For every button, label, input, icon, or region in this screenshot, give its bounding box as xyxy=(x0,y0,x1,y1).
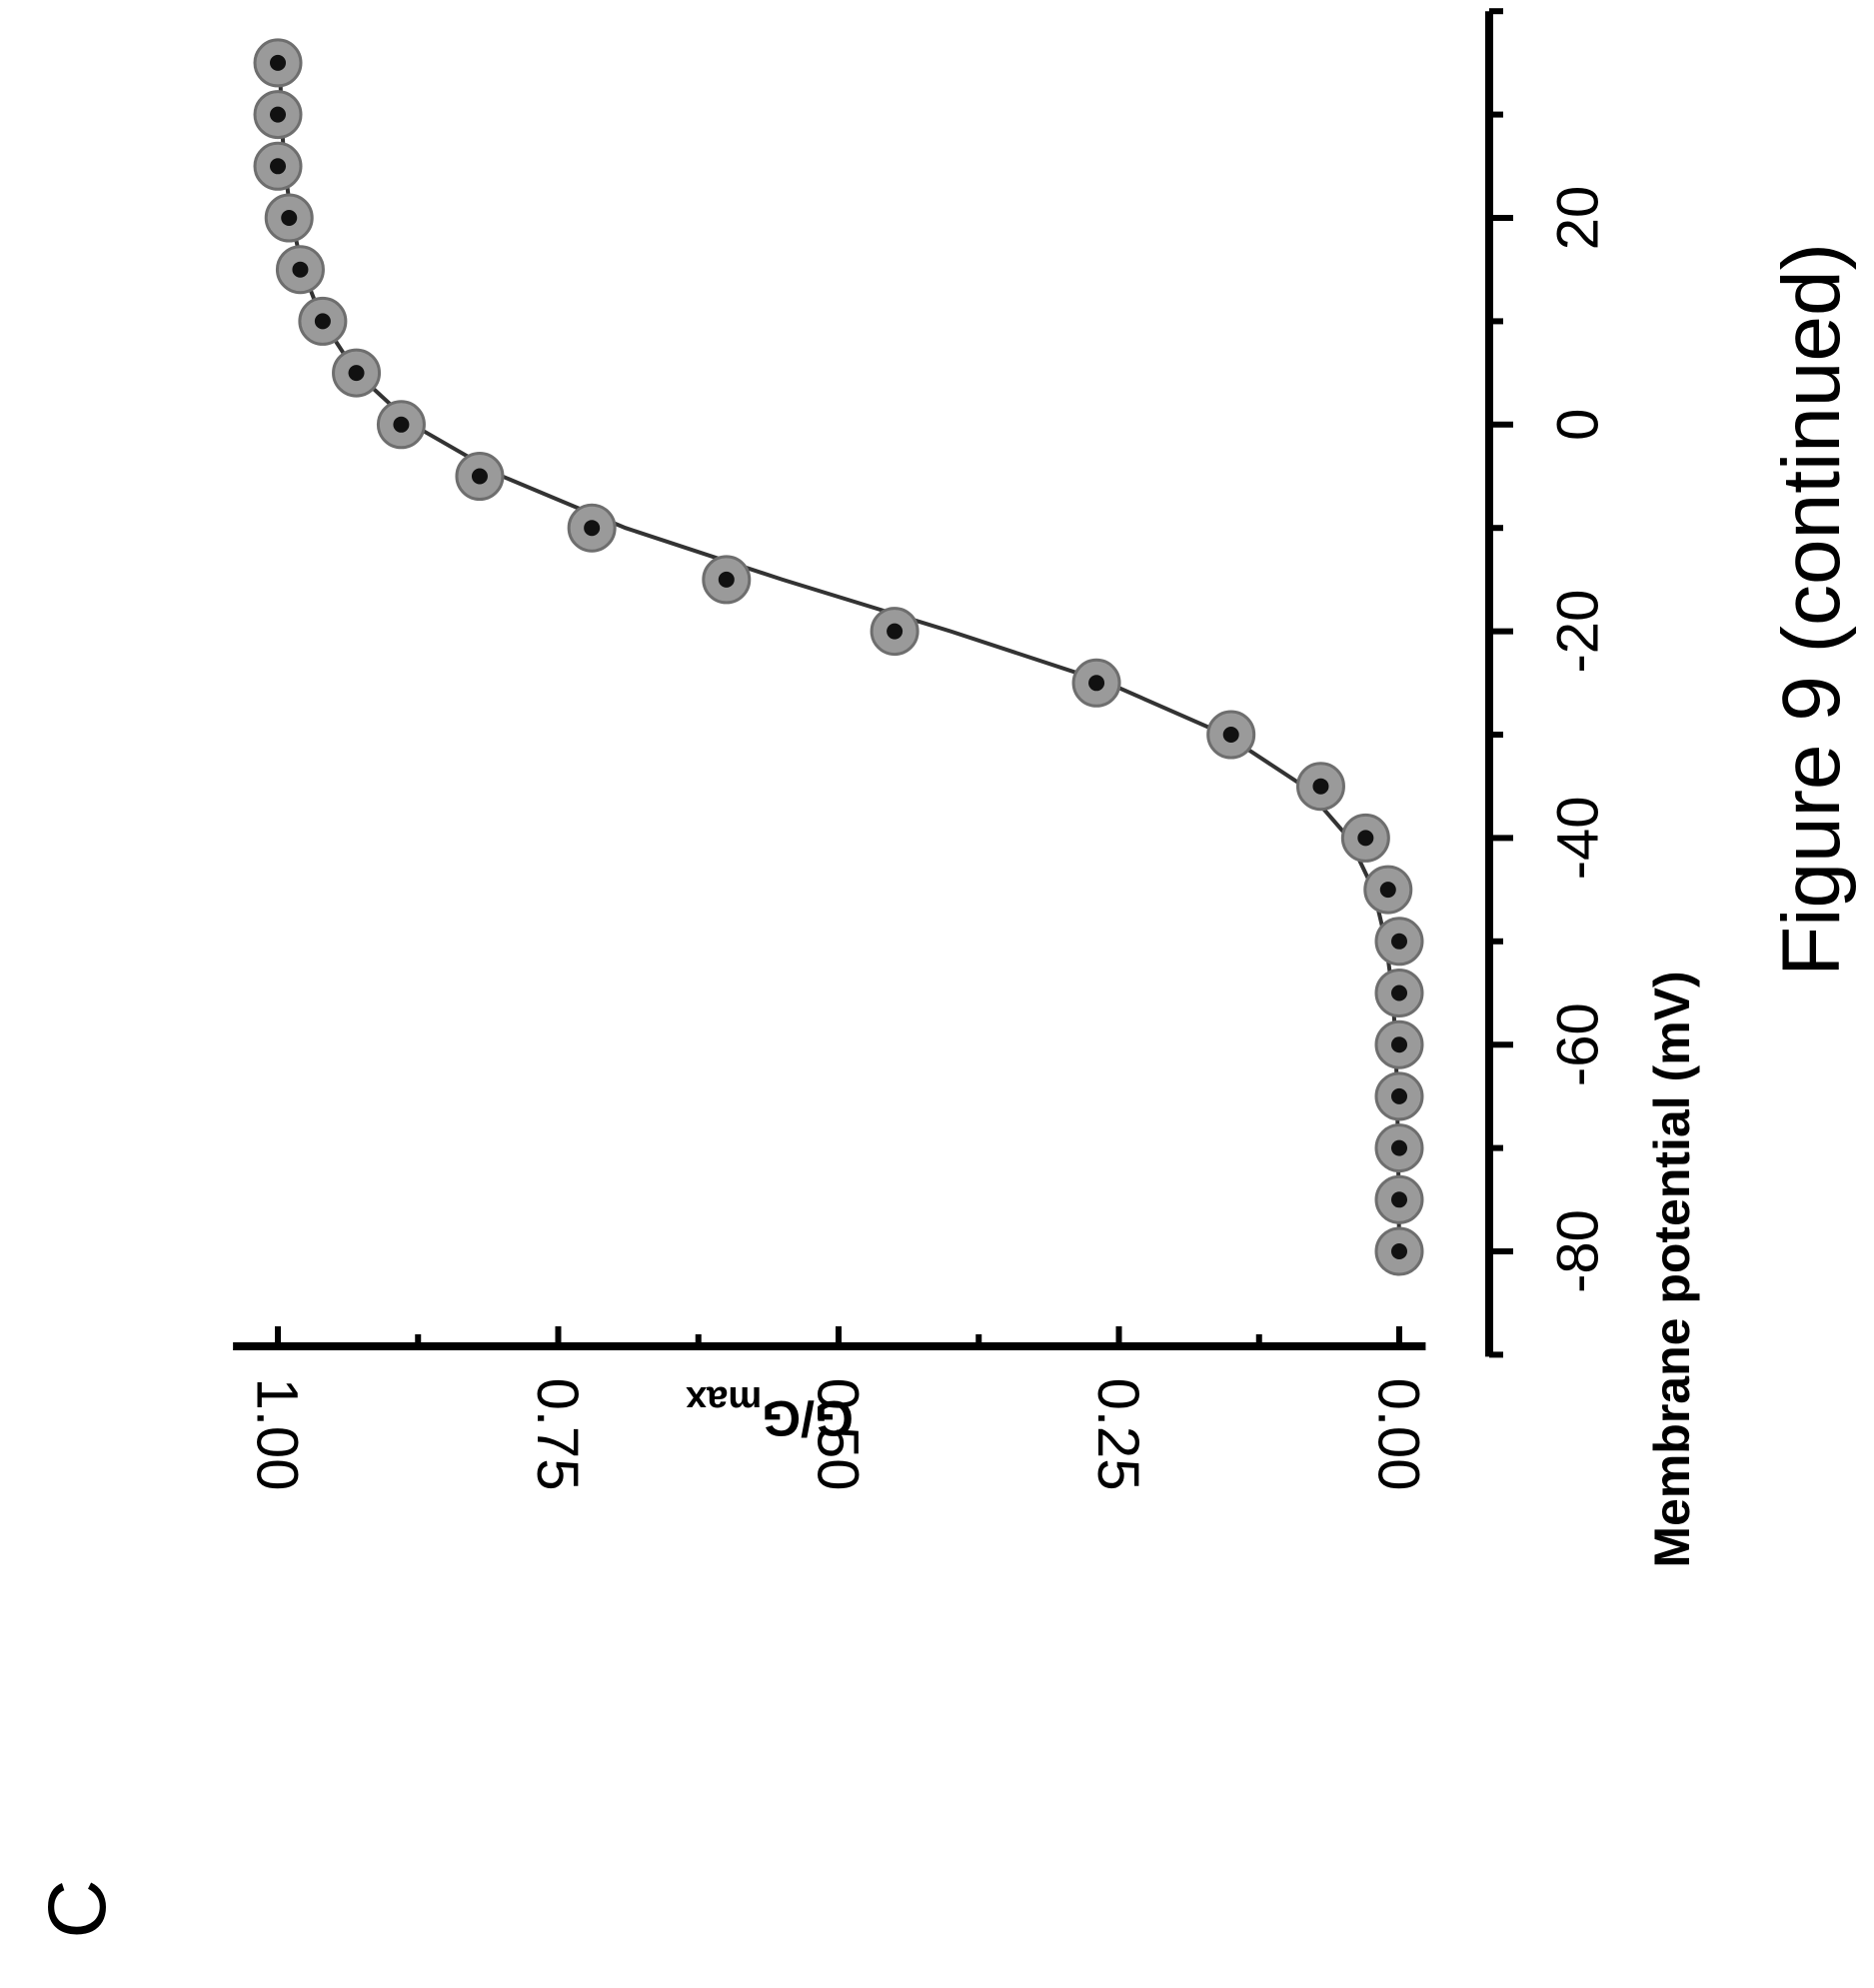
data-point xyxy=(1374,1123,1424,1173)
data-point xyxy=(253,90,303,140)
data-point xyxy=(253,38,303,88)
y-axis-title: G/Gmax xyxy=(686,1378,854,1446)
data-point xyxy=(702,555,752,605)
y-tick-label: 1.00 xyxy=(245,1378,310,1491)
data-point xyxy=(567,503,617,553)
data-point xyxy=(870,607,920,657)
y-tick-label: 0.50 xyxy=(806,1378,871,1491)
y-tick-label: 0.75 xyxy=(525,1378,590,1491)
data-point xyxy=(1206,710,1256,760)
chart: -80 -60 -40 -20 0 20 0.00 0.25 0.50 0.75 1.00 xyxy=(233,8,1610,1490)
data-point xyxy=(455,452,505,501)
data-point xyxy=(1374,1019,1424,1069)
y-axis-title-subscript: max xyxy=(686,1378,762,1420)
x-tick-label: 0 xyxy=(1545,409,1610,441)
data-point xyxy=(1071,658,1121,708)
data-point xyxy=(264,193,314,243)
data-point xyxy=(298,296,348,346)
figure-caption: Figure 9 (continued) xyxy=(1766,243,1857,977)
data-points xyxy=(253,38,1424,1276)
data-point xyxy=(376,400,426,450)
data-point xyxy=(1363,865,1413,915)
x-tick-label: -60 xyxy=(1545,1002,1610,1086)
x-tick-label: -40 xyxy=(1545,796,1610,880)
data-point xyxy=(1374,1226,1424,1276)
fit-line xyxy=(278,62,1401,1252)
panel-label: C xyxy=(32,1879,123,1938)
x-tick-label: 20 xyxy=(1545,186,1610,251)
data-point xyxy=(1295,762,1345,812)
x-axis-ticks: -80 -60 -40 -20 0 20 xyxy=(1489,8,1610,1358)
y-tick-label: 0.25 xyxy=(1085,1378,1150,1491)
x-axis-title: Membrane potential (mV) xyxy=(1644,971,1700,1567)
data-point xyxy=(275,245,325,295)
data-point xyxy=(1374,1071,1424,1121)
y-axis-title-main: G/G xyxy=(762,1390,854,1446)
data-point xyxy=(1374,1174,1424,1224)
data-point xyxy=(1374,917,1424,967)
x-tick-label: -80 xyxy=(1545,1209,1610,1293)
data-point xyxy=(332,348,382,398)
data-point xyxy=(1374,969,1424,1017)
x-tick-label: -20 xyxy=(1545,590,1610,674)
data-point xyxy=(253,141,303,191)
y-tick-label: 0.00 xyxy=(1366,1378,1431,1491)
y-axis-ticks: 0.00 0.25 0.50 0.75 1.00 xyxy=(245,1326,1431,1490)
data-point xyxy=(1340,813,1390,863)
